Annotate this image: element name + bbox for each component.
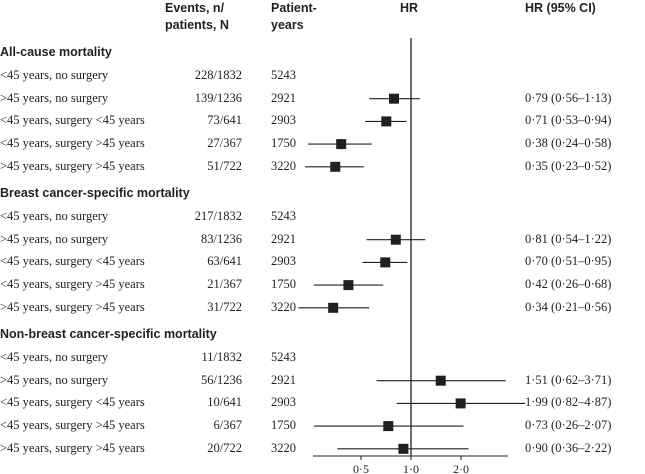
hr-point-marker xyxy=(330,161,341,172)
row-label: <45 years, surgery >45 years xyxy=(0,277,145,292)
patient-years-cell: 3220 xyxy=(271,158,296,173)
events-cell: 6/367 xyxy=(213,418,242,433)
row-label: >45 years, surgery >45 years xyxy=(0,158,145,173)
hr-ci-cell: 0·70 (0·51–0·95) xyxy=(525,254,612,269)
section-title: All-cause mortality xyxy=(0,45,112,59)
patient-years-column-header: Patient- years xyxy=(271,0,317,34)
row-label: >45 years, no surgery xyxy=(0,90,109,105)
events-header-line-1: Events, n/ xyxy=(165,1,225,15)
events-cell: 56/1236 xyxy=(201,372,242,387)
hr-ci-cell: 0·90 (0·36–2·22) xyxy=(525,440,612,455)
hr-column-header: HR xyxy=(400,1,419,15)
events-cell: 139/1236 xyxy=(194,90,242,105)
hr-point-marker xyxy=(455,398,466,409)
row-label: <45 years, no surgery xyxy=(0,350,109,364)
hr-ci-cell: 1·51 (0·62–3·71) xyxy=(525,372,612,387)
events-header-line-2: patients, N xyxy=(165,18,229,32)
row-label: <45 years, surgery <45 years xyxy=(0,395,145,410)
row-label: >45 years, no surgery xyxy=(0,231,109,246)
events-cell: 27/367 xyxy=(207,136,242,151)
hr-ci-cell: 0·81 (0·54–1·22) xyxy=(525,231,612,246)
patient-years-cell: 1750 xyxy=(271,418,296,433)
events-cell: 83/1236 xyxy=(201,231,242,246)
patient-years-cell: 1750 xyxy=(271,277,296,292)
hr-ci-cell: 0·34 (0·21–0·56) xyxy=(525,299,612,314)
patient-years-cell: 3220 xyxy=(271,440,296,455)
patient-years-cell: 1750 xyxy=(271,136,296,151)
patient-years-cell: 3220 xyxy=(271,299,296,314)
patient-years-cell: 5243 xyxy=(271,68,296,82)
patient-years-cell: 2903 xyxy=(271,395,296,410)
patient-years-cell: 2903 xyxy=(271,113,296,128)
hr-point-marker xyxy=(390,234,401,245)
patient-years-cell: 2921 xyxy=(271,90,296,105)
row-label: <45 years, surgery >45 years xyxy=(0,136,145,151)
hr-point-marker xyxy=(383,421,394,432)
section-title: Breast cancer-specific mortality xyxy=(0,186,190,200)
events-cell: 73/641 xyxy=(207,113,242,128)
hr-point-marker xyxy=(398,443,409,454)
row-label: <45 years, surgery <45 years xyxy=(0,113,145,128)
events-cell: 11/1832 xyxy=(201,350,242,364)
patient-years-cell: 5243 xyxy=(271,209,296,223)
row-label: >45 years, surgery >45 years xyxy=(0,299,145,314)
hr-ci-cell: 1·99 (0·82–4·87) xyxy=(525,395,612,410)
hr-ci-cell: 0·42 (0·26–0·68) xyxy=(525,277,612,292)
events-column-header: Events, n/ patients, N xyxy=(165,0,229,34)
hr-ci-column-header: HR (95% CI) xyxy=(525,1,596,15)
events-cell: 21/367 xyxy=(207,277,242,292)
hr-ci-cell: 0·79 (0·56–1·13) xyxy=(525,90,612,105)
row-label: <45 years, surgery >45 years xyxy=(0,418,145,433)
x-tick-label: 1·0 xyxy=(403,462,419,474)
hr-point-marker xyxy=(343,280,354,291)
patient-years-cell: 2903 xyxy=(271,254,296,269)
events-cell: 228/1832 xyxy=(194,68,242,82)
row-label: >45 years, no surgery xyxy=(0,372,109,387)
hr-point-marker xyxy=(336,139,347,150)
patient-years-cell: 2921 xyxy=(271,372,296,387)
row-label: <45 years, no surgery xyxy=(0,68,109,82)
hr-point-marker xyxy=(381,116,392,127)
row-label: >45 years, surgery >45 years xyxy=(0,440,145,455)
hr-point-marker xyxy=(388,93,399,104)
events-cell: 51/722 xyxy=(207,158,242,173)
hr-ci-cell: 0·35 (0·23–0·52) xyxy=(525,158,612,173)
row-label: <45 years, no surgery xyxy=(0,209,109,223)
events-cell: 31/722 xyxy=(207,299,242,314)
patient-years-cell: 2921 xyxy=(271,231,296,246)
section-title: Non-breast cancer-specific mortality xyxy=(0,327,217,341)
row-label: <45 years, surgery <45 years xyxy=(0,254,145,269)
patient-years-cell: 5243 xyxy=(271,350,296,364)
hr-point-marker xyxy=(380,257,391,268)
hr-ci-cell: 0·73 (0·26–2·07) xyxy=(525,418,612,433)
hr-ci-cell: 0·38 (0·24–0·58) xyxy=(525,136,612,151)
hr-point-marker xyxy=(328,302,339,313)
hr-ci-cell: 0·71 (0·53–0·94) xyxy=(525,113,612,128)
x-tick-label: 0·5 xyxy=(353,462,369,474)
events-cell: 20/722 xyxy=(207,440,242,455)
patient-years-header-line-1: Patient- xyxy=(271,1,317,15)
events-cell: 217/1832 xyxy=(194,209,242,223)
events-cell: 10/641 xyxy=(207,395,242,410)
events-cell: 63/641 xyxy=(207,254,242,269)
x-tick-label: 2·0 xyxy=(453,462,469,474)
patient-years-header-line-2: years xyxy=(271,18,304,32)
hr-point-marker xyxy=(435,375,446,386)
